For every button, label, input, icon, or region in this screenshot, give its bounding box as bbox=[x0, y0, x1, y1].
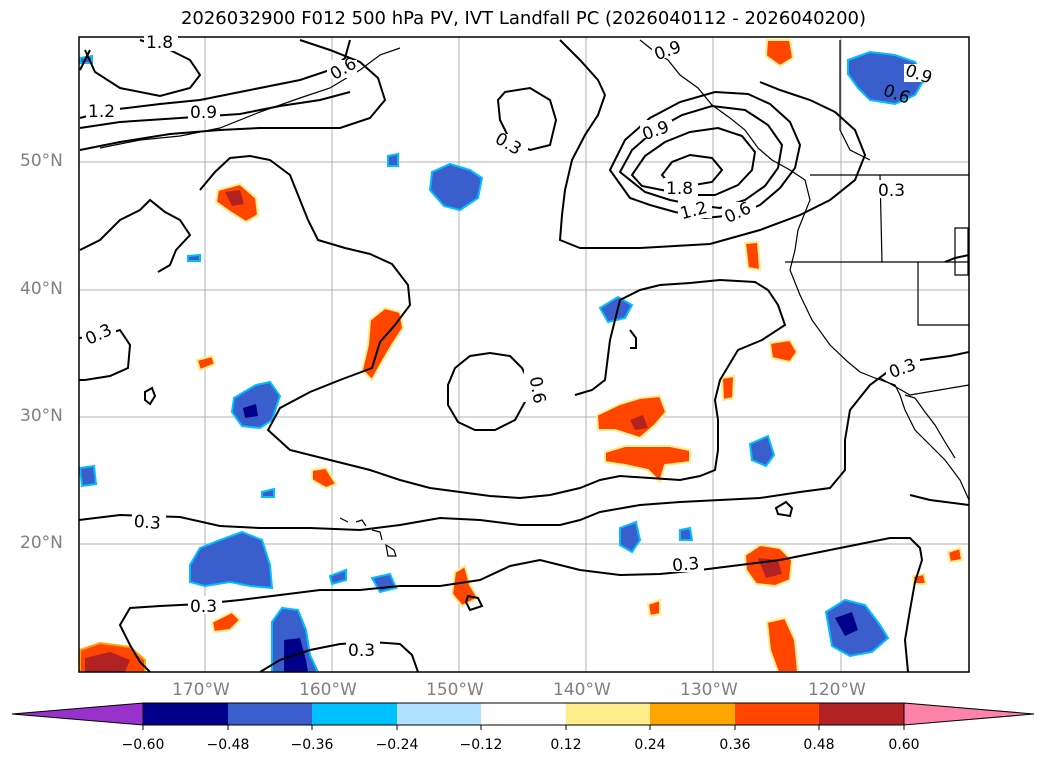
colorbar-segment bbox=[312, 703, 397, 725]
contour-label: 0.3 bbox=[190, 597, 217, 617]
contour-label: 0.3 bbox=[133, 512, 162, 534]
colorbar-frame bbox=[142, 702, 905, 726]
negative-anomaly-region bbox=[187, 253, 201, 262]
map-frame bbox=[78, 36, 970, 673]
colorbar-tick-label: −0.24 bbox=[375, 737, 419, 753]
contour-label: 0.3 bbox=[671, 554, 700, 576]
contour-label: 1.2 bbox=[88, 102, 115, 122]
negative-anomaly-region bbox=[243, 404, 258, 418]
colorbar-tick-label: 0.60 bbox=[888, 737, 920, 753]
map-title: 2026032900 F012 500 hPa PV, IVT Landfall… bbox=[180, 8, 867, 29]
gridlines bbox=[79, 37, 969, 672]
lon-label: 120°W bbox=[808, 680, 866, 700]
positive-anomaly-region bbox=[210, 610, 242, 634]
positive-anomaly-region bbox=[946, 546, 964, 564]
positive-anomaly-region bbox=[225, 190, 244, 206]
negative-anomaly-region bbox=[835, 612, 858, 636]
positive-anomaly-region bbox=[450, 564, 480, 608]
colorbar-segment bbox=[143, 703, 228, 725]
positive-anomaly-region bbox=[765, 616, 800, 672]
contour-label: 0.6 bbox=[525, 375, 549, 405]
positive-anomaly-region bbox=[195, 354, 217, 372]
lat-label: 40°N bbox=[20, 279, 63, 299]
colorbar-tick-label: −0.48 bbox=[206, 737, 250, 753]
lon-label: 160°W bbox=[299, 680, 357, 700]
colorbar-segment bbox=[481, 703, 566, 725]
colorbar-tick-label: −0.60 bbox=[121, 737, 165, 753]
lon-label: 130°W bbox=[680, 680, 738, 700]
positive-anomaly-region bbox=[85, 652, 130, 672]
colorbar-segment bbox=[397, 703, 481, 725]
colorbar-extend-low bbox=[11, 702, 144, 726]
lat-label: 20°N bbox=[20, 533, 63, 553]
positive-anomaly-region bbox=[764, 39, 795, 68]
positive-anomaly-region bbox=[311, 466, 338, 490]
contour-label: 0.3 bbox=[878, 181, 905, 201]
negative-anomaly-region bbox=[679, 526, 694, 541]
colorbar bbox=[11, 702, 1035, 730]
positive-anomaly-region bbox=[604, 445, 691, 484]
pv-contours bbox=[79, 39, 969, 672]
ivt-anomaly-fills bbox=[79, 39, 964, 672]
colorbar-tick-label: −0.36 bbox=[290, 737, 334, 753]
negative-anomaly-region bbox=[619, 520, 642, 554]
negative-anomaly-region bbox=[598, 295, 634, 324]
negative-anomaly-region bbox=[748, 434, 776, 468]
colorbar-tick-label: 0.36 bbox=[719, 737, 751, 753]
negative-anomaly-region bbox=[261, 487, 275, 498]
lat-label: 30°N bbox=[20, 406, 63, 426]
positive-anomaly-region bbox=[743, 240, 762, 272]
positive-anomaly-region bbox=[360, 306, 405, 382]
lat-label: 50°N bbox=[20, 151, 63, 171]
contour-label: 1.8 bbox=[146, 33, 173, 53]
negative-anomaly-region bbox=[387, 152, 399, 167]
positive-anomaly-region bbox=[720, 374, 736, 402]
colorbar-tick-label: 0.48 bbox=[803, 737, 835, 753]
negative-anomaly-region bbox=[79, 464, 98, 488]
contour-label: 0.3 bbox=[348, 641, 375, 661]
lon-label: 170°W bbox=[172, 680, 230, 700]
negative-anomaly-region bbox=[189, 530, 274, 590]
positive-anomaly-region bbox=[630, 415, 648, 430]
colorbar-segment bbox=[228, 703, 312, 725]
colorbar-tick-label: −0.12 bbox=[459, 737, 503, 753]
contour-label: 0.9 bbox=[190, 103, 217, 123]
colorbar-extend-high bbox=[903, 702, 1035, 726]
colorbar-tick-label: 0.24 bbox=[634, 737, 666, 753]
colorbar-tick-label: 0.12 bbox=[550, 737, 582, 753]
colorbar-segment bbox=[650, 703, 735, 725]
positive-anomaly-region bbox=[595, 394, 668, 440]
colorbar-segment bbox=[735, 703, 819, 725]
lon-label: 140°W bbox=[553, 680, 611, 700]
negative-anomaly-region bbox=[328, 568, 347, 586]
positive-anomaly-region bbox=[768, 338, 799, 364]
contour-label: 1.8 bbox=[666, 179, 693, 199]
lon-label: 150°W bbox=[426, 680, 484, 700]
contour-label: 0.3 bbox=[491, 129, 524, 160]
negative-anomaly-region bbox=[428, 162, 484, 212]
colorbar-segment bbox=[819, 703, 904, 725]
positive-anomaly-region bbox=[646, 598, 661, 618]
colorbar-segment bbox=[566, 703, 650, 725]
